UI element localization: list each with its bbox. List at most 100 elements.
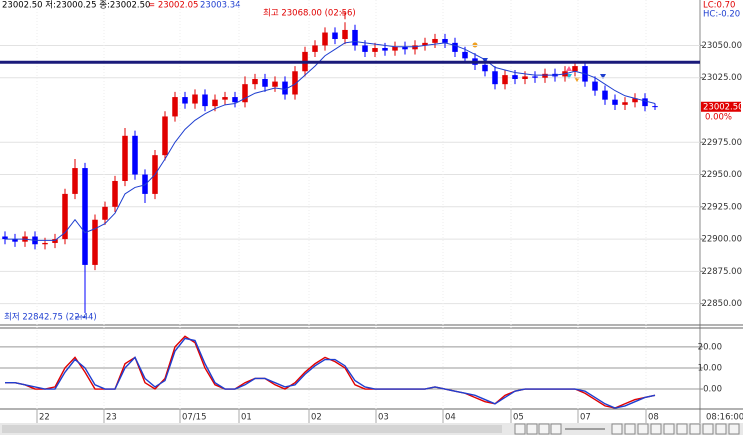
lc-label: LC:0.70 bbox=[703, 1, 735, 11]
candle-body bbox=[402, 46, 408, 50]
x-tick-label: 23 bbox=[106, 413, 117, 423]
candle-body bbox=[492, 71, 498, 85]
candle-body bbox=[332, 32, 338, 39]
candle-body bbox=[12, 239, 18, 242]
candle-body bbox=[592, 81, 598, 91]
x-tick-label: 01 bbox=[241, 413, 252, 423]
candle-body bbox=[572, 66, 578, 72]
candle-body bbox=[182, 97, 188, 104]
candle-body bbox=[202, 94, 208, 107]
tool-button[interactable] bbox=[611, 423, 623, 435]
candle-body bbox=[292, 71, 298, 95]
candle-body bbox=[612, 99, 618, 105]
hc-label: HC:-0.20 bbox=[703, 10, 740, 20]
candle-body bbox=[112, 180, 118, 207]
candle-body bbox=[72, 168, 78, 194]
candle-body bbox=[162, 116, 168, 156]
last-price-label: 23002.50 bbox=[703, 102, 743, 112]
candle-body bbox=[462, 51, 468, 59]
y-tick-label: 10.00 bbox=[698, 363, 722, 373]
y-tick-label: 22875.00 bbox=[701, 267, 742, 277]
candle-body bbox=[642, 98, 648, 107]
candle-body bbox=[192, 94, 198, 104]
low-note: 최저 22842.75 (22:44) bbox=[4, 312, 97, 323]
candle-body bbox=[92, 219, 98, 265]
tool-button[interactable] bbox=[650, 423, 662, 435]
last-price-box bbox=[701, 101, 741, 112]
candle-body bbox=[432, 38, 438, 43]
candle-body bbox=[272, 81, 278, 87]
candle-body bbox=[262, 79, 268, 87]
tool-button[interactable] bbox=[676, 423, 688, 435]
candle-body bbox=[452, 42, 458, 52]
x-tick-label: 07 bbox=[580, 413, 591, 423]
tool-button[interactable] bbox=[728, 423, 740, 435]
x-tick-label: 03 bbox=[378, 413, 389, 423]
candle-body bbox=[382, 48, 388, 51]
candle-body bbox=[482, 64, 488, 72]
candle-body bbox=[622, 102, 628, 105]
candle-body bbox=[132, 135, 138, 175]
candle-body bbox=[172, 97, 178, 117]
candle-body bbox=[652, 106, 658, 108]
tool-button[interactable] bbox=[637, 423, 649, 435]
scrollbar[interactable] bbox=[2, 425, 502, 433]
candle-body bbox=[42, 242, 48, 245]
candle-body bbox=[282, 81, 288, 95]
candle-body bbox=[312, 45, 318, 52]
candle-body bbox=[62, 193, 68, 240]
y-tick-label: 23025.00 bbox=[701, 73, 742, 83]
y-tick-label: 22850.00 bbox=[701, 299, 742, 309]
candle-body bbox=[322, 32, 328, 46]
y-tick-label: 22900.00 bbox=[701, 235, 742, 245]
ma-label: = 23002.05 bbox=[148, 1, 198, 11]
time-label: 08:16:00 bbox=[706, 413, 743, 423]
nav-button[interactable] bbox=[514, 423, 526, 435]
candle-body bbox=[542, 73, 548, 78]
candle-body bbox=[222, 97, 228, 100]
candle-body bbox=[392, 46, 398, 51]
candle-body bbox=[2, 236, 8, 240]
candle-body bbox=[212, 99, 218, 107]
candle-body bbox=[242, 84, 248, 103]
candle-body bbox=[522, 76, 528, 80]
signal-marker bbox=[566, 66, 572, 71]
signal-marker bbox=[600, 74, 606, 79]
tool-button[interactable] bbox=[663, 423, 675, 435]
high-note: 최고 23068.00 (02:56) bbox=[263, 8, 356, 19]
candle-body bbox=[232, 97, 238, 103]
x-tick-label: 04 bbox=[445, 413, 456, 423]
nav-button[interactable] bbox=[538, 423, 550, 435]
candle-body bbox=[632, 98, 638, 103]
y-tick-label: 22925.00 bbox=[701, 202, 742, 212]
y-tick-label: 0.00 bbox=[703, 385, 722, 395]
candle-body bbox=[512, 75, 518, 80]
tool-button[interactable] bbox=[715, 423, 727, 435]
change-label: 0.00% bbox=[705, 112, 732, 122]
nav-button[interactable] bbox=[550, 423, 562, 435]
candle-body bbox=[502, 75, 508, 85]
candle-body bbox=[102, 206, 108, 220]
ma-label: 23003.34 bbox=[200, 1, 241, 11]
tool-button[interactable] bbox=[702, 423, 714, 435]
nav-button[interactable] bbox=[526, 423, 538, 435]
candle-body bbox=[122, 135, 128, 181]
candle-body bbox=[442, 38, 448, 43]
candle-body bbox=[532, 76, 538, 78]
x-tick-label: 08 bbox=[648, 413, 659, 423]
candle-body bbox=[422, 42, 428, 46]
moving-average bbox=[5, 41, 656, 241]
candle-body bbox=[342, 29, 348, 39]
tool-button[interactable] bbox=[689, 423, 701, 435]
tool-button[interactable] bbox=[624, 423, 636, 435]
x-tick-label: 22 bbox=[39, 413, 50, 423]
y-tick-label: 20.00 bbox=[698, 342, 722, 352]
candle-body bbox=[352, 29, 358, 46]
oscillator-line bbox=[5, 337, 656, 409]
candle-body bbox=[252, 79, 258, 85]
quote: 23002.50 저:23000.25 종:23002.50 bbox=[2, 1, 150, 11]
y-tick-label: 22950.00 bbox=[701, 170, 742, 180]
y-tick-label: 23050.00 bbox=[701, 41, 742, 51]
